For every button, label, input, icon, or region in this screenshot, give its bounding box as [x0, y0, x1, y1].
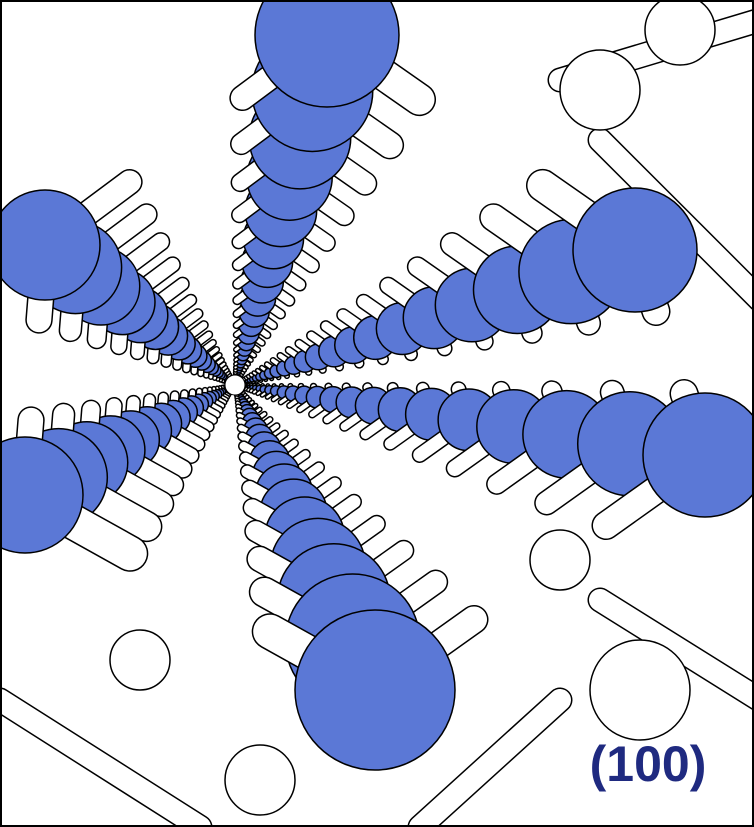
white-atom: [560, 50, 640, 130]
lattice-illustration: (100): [0, 0, 754, 827]
plane-label: (100): [590, 736, 707, 792]
white-atom: [530, 530, 590, 590]
white-atom: [110, 630, 170, 690]
blue-atom: [573, 188, 697, 312]
tunnel-center: [225, 375, 245, 395]
blue-atom: [0, 190, 100, 300]
white-atom: [225, 745, 295, 815]
white-atom: [645, 0, 715, 65]
white-atom: [590, 640, 690, 740]
blue-atom: [295, 610, 455, 770]
